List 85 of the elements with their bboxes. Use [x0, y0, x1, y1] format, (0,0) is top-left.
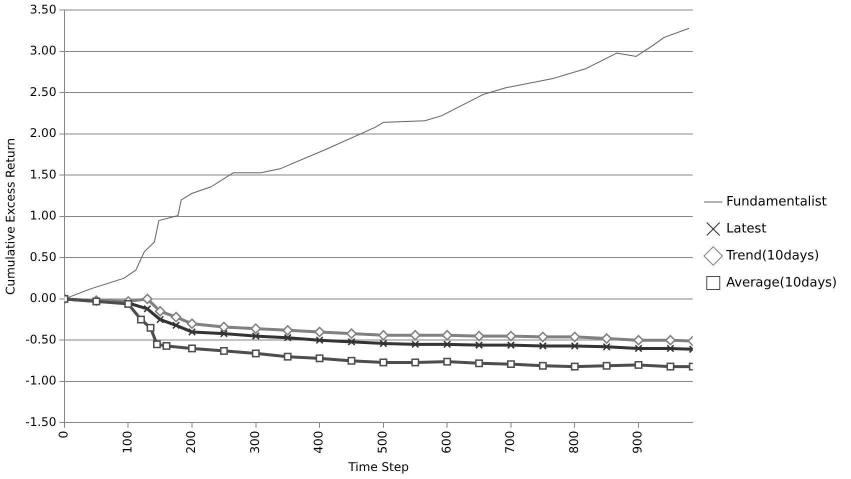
y-tick-label: 1.00 [30, 208, 56, 223]
point [162, 342, 170, 350]
point [218, 322, 230, 332]
x-tick-label: 600 [439, 430, 454, 454]
y-tick-label: 0.50 [30, 250, 56, 264]
y-tick-label: 1.50 [30, 167, 56, 182]
x-tick-label: 200 [184, 430, 198, 454]
point [146, 324, 154, 332]
point [252, 349, 260, 358]
point [474, 330, 484, 342]
y-tick-label: 2.50 [30, 84, 56, 99]
point [411, 340, 420, 348]
point [538, 362, 547, 370]
point [634, 344, 642, 352]
point [348, 356, 356, 365]
point [156, 316, 164, 324]
point [316, 354, 324, 362]
y-tick-label: -1.50 [25, 414, 56, 429]
x-tick-label: 100 [120, 430, 134, 454]
point [314, 326, 325, 338]
point [665, 334, 676, 346]
point [633, 334, 644, 346]
x-tick-label: 500 [376, 430, 390, 454]
point [411, 358, 420, 366]
point [284, 334, 292, 342]
legend-label: Fundamentalist [726, 194, 827, 210]
point [186, 318, 198, 329]
point [666, 362, 674, 371]
point [538, 342, 547, 350]
point [602, 362, 611, 370]
legend-label: Average(10days) [726, 275, 838, 290]
point [188, 328, 196, 336]
x-tick-label: 700 [503, 430, 518, 454]
point [379, 340, 388, 348]
point [282, 325, 293, 336]
y-tick-label: 3.00 [30, 44, 56, 58]
point [284, 352, 292, 361]
point [379, 358, 388, 366]
point [172, 321, 180, 330]
point [602, 342, 611, 351]
point [137, 316, 145, 324]
x-tick-label: 400 [312, 430, 326, 454]
point [250, 323, 262, 334]
y-tick-label: 2.00 [30, 126, 56, 140]
point [507, 341, 515, 350]
point [634, 361, 642, 369]
point [220, 330, 228, 338]
point [570, 362, 579, 371]
point [507, 360, 515, 368]
legend-label: Trend(10days) [725, 248, 820, 264]
y-tick-label: 0.00 [30, 291, 56, 306]
x-tick-label: 800 [566, 430, 581, 454]
point [570, 342, 579, 350]
point [443, 358, 452, 366]
point [443, 340, 452, 348]
x-axis-title: Time Step [347, 460, 409, 474]
point [378, 330, 389, 340]
point [348, 338, 356, 346]
point [154, 306, 166, 317]
point [475, 359, 483, 368]
point [410, 330, 421, 340]
point [666, 344, 674, 352]
point [316, 336, 324, 344]
point [506, 330, 516, 342]
point [188, 344, 196, 352]
y-tick-label: -0.50 [25, 332, 56, 346]
y-tick-label: 3.50 [30, 2, 56, 16]
point [252, 332, 260, 340]
point [142, 294, 153, 304]
point [220, 346, 228, 355]
point [475, 341, 483, 350]
point [538, 332, 548, 342]
y-axis-title: Cumulative Excess Return [3, 138, 18, 295]
x-tick-label: 0 [56, 430, 71, 438]
point [346, 328, 357, 339]
point [601, 333, 612, 344]
point [569, 332, 580, 342]
point [143, 304, 152, 313]
point [170, 312, 182, 322]
legend-label: Latest [726, 221, 766, 236]
point [153, 340, 161, 348]
x-tick-label: 300 [248, 430, 262, 454]
y-tick-label: -1.00 [25, 374, 56, 388]
x-tick-label: 900 [630, 430, 645, 454]
point [442, 330, 452, 340]
